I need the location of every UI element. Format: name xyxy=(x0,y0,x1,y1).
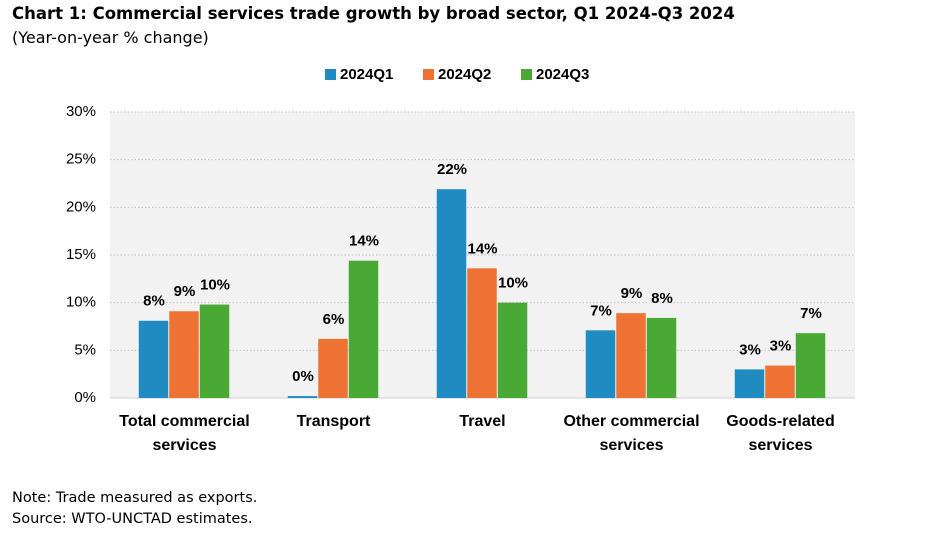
data-label: 7% xyxy=(800,305,822,322)
x-tick-label: Goods-related services xyxy=(726,413,835,454)
data-label: 22% xyxy=(437,161,467,178)
bar xyxy=(646,317,677,398)
bar xyxy=(199,304,230,398)
legend-label: 2024Q2 xyxy=(438,66,491,83)
x-tick-label: Total commercial services xyxy=(119,413,250,454)
x-tick-label: Travel xyxy=(459,413,506,430)
y-tick-label: 10% xyxy=(66,294,96,311)
legend-swatch xyxy=(423,69,434,80)
y-tick-label: 30% xyxy=(66,103,96,120)
bar xyxy=(436,189,467,398)
legend-swatch xyxy=(325,69,336,80)
data-label: 7% xyxy=(590,302,612,319)
bar xyxy=(585,330,616,398)
chart-subtitle: (Year-on-year % change) xyxy=(12,28,209,47)
data-label: 0% xyxy=(292,368,314,385)
bar xyxy=(318,338,348,398)
y-tick-label: 20% xyxy=(66,198,96,215)
data-label: 10% xyxy=(498,275,528,292)
y-tick-label: 25% xyxy=(66,151,96,168)
bar xyxy=(765,365,795,398)
x-tick-label: Transport xyxy=(296,413,371,430)
data-label: 3% xyxy=(739,341,761,358)
bar xyxy=(734,369,765,398)
data-label: 8% xyxy=(143,293,165,310)
data-label: 3% xyxy=(770,338,792,355)
data-label: 10% xyxy=(200,277,230,294)
data-label: 6% xyxy=(323,311,345,328)
data-label: 14% xyxy=(349,233,379,250)
data-label: 14% xyxy=(467,240,497,257)
y-tick-label: 5% xyxy=(74,341,96,358)
y-tick-label: 15% xyxy=(66,246,96,263)
bar xyxy=(795,333,826,398)
bar xyxy=(287,396,318,398)
data-label: 9% xyxy=(174,283,196,300)
data-label: 8% xyxy=(651,290,673,307)
bar xyxy=(138,320,169,398)
legend-swatch xyxy=(521,69,532,80)
legend-label: 2024Q1 xyxy=(340,66,393,83)
chart-title: Chart 1: Commercial services trade growt… xyxy=(12,4,735,23)
bar xyxy=(169,311,199,398)
source: Source: WTO-UNCTAD estimates. xyxy=(12,511,253,527)
data-label: 9% xyxy=(621,285,643,302)
bar xyxy=(497,302,528,398)
legend-label: 2024Q3 xyxy=(536,66,589,83)
bar xyxy=(467,268,497,398)
note: Note: Trade measured as exports. xyxy=(12,490,258,506)
y-tick-label: 0% xyxy=(74,389,96,406)
bar xyxy=(616,313,646,398)
x-tick-label: Other commercial services xyxy=(563,413,700,454)
bar xyxy=(348,260,379,398)
